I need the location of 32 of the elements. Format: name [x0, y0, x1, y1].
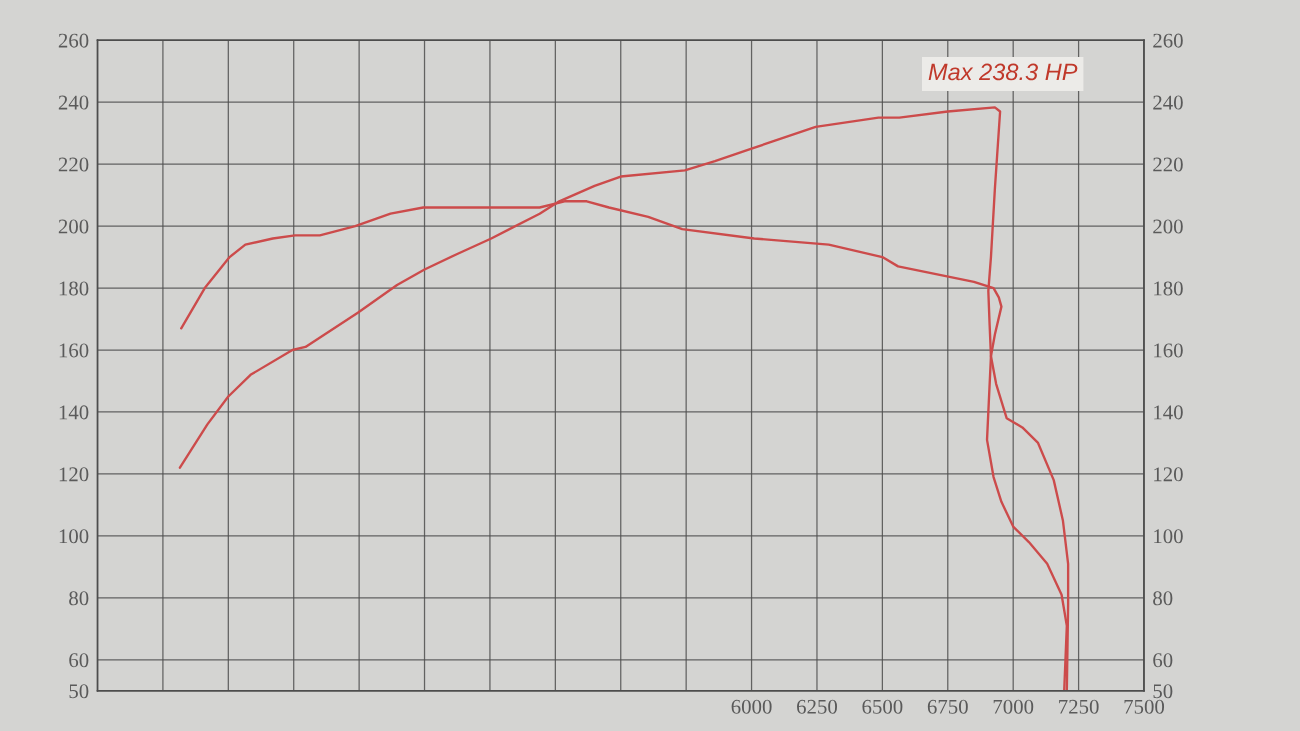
y2-tick-label: 80 — [1153, 591, 1173, 606]
y-tick-label: 200 — [58, 219, 89, 234]
y2-tick-label: 180 — [1154, 281, 1183, 296]
y-tick-label: 50 — [69, 684, 89, 699]
y-tick-label: 160 — [59, 343, 89, 358]
x-tick-label: 7500 — [1124, 699, 1165, 714]
y-tick-label: 180 — [59, 281, 89, 296]
annotation: Max 238.3 HP — [928, 63, 1078, 81]
y2-tick-label: 220 — [1153, 157, 1183, 172]
y2-tick-label: 160 — [1154, 343, 1183, 358]
y-tick-label: 220 — [58, 157, 89, 172]
y-tick-label: 140 — [59, 405, 89, 420]
y-tick-label: 260 — [58, 33, 89, 48]
y-tick-label: 120 — [59, 467, 89, 482]
x-tick-label: 7250 — [1059, 699, 1099, 714]
x-tick-label: 6000 — [731, 699, 772, 714]
y-tick-label: 100 — [59, 529, 89, 544]
y2-tick-label: 100 — [1154, 529, 1183, 544]
x-tick-label: 6250 — [797, 699, 838, 714]
y2-tick-label: 60 — [1153, 653, 1173, 668]
y-tick-label: 80 — [69, 591, 89, 606]
y-tick-label: 240 — [58, 95, 89, 110]
y2-tick-label: 140 — [1154, 405, 1183, 420]
x-tick-label: 6500 — [862, 699, 903, 714]
y2-tick-label: 120 — [1154, 467, 1183, 482]
y2-tick-label: 240 — [1153, 95, 1183, 110]
x-tick-label: 7000 — [993, 699, 1034, 714]
y2-tick-label: 260 — [1153, 33, 1183, 48]
y2-tick-label: 50 — [1153, 684, 1173, 699]
y2-tick-label: 200 — [1153, 219, 1183, 234]
y-tick-label: 60 — [69, 653, 89, 668]
x-tick-label: 6750 — [927, 699, 968, 714]
